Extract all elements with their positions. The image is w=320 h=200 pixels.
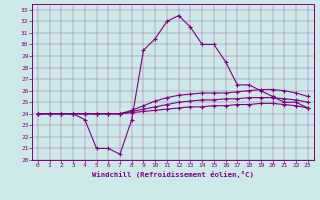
X-axis label: Windchill (Refroidissement éolien,°C): Windchill (Refroidissement éolien,°C) <box>92 171 254 178</box>
